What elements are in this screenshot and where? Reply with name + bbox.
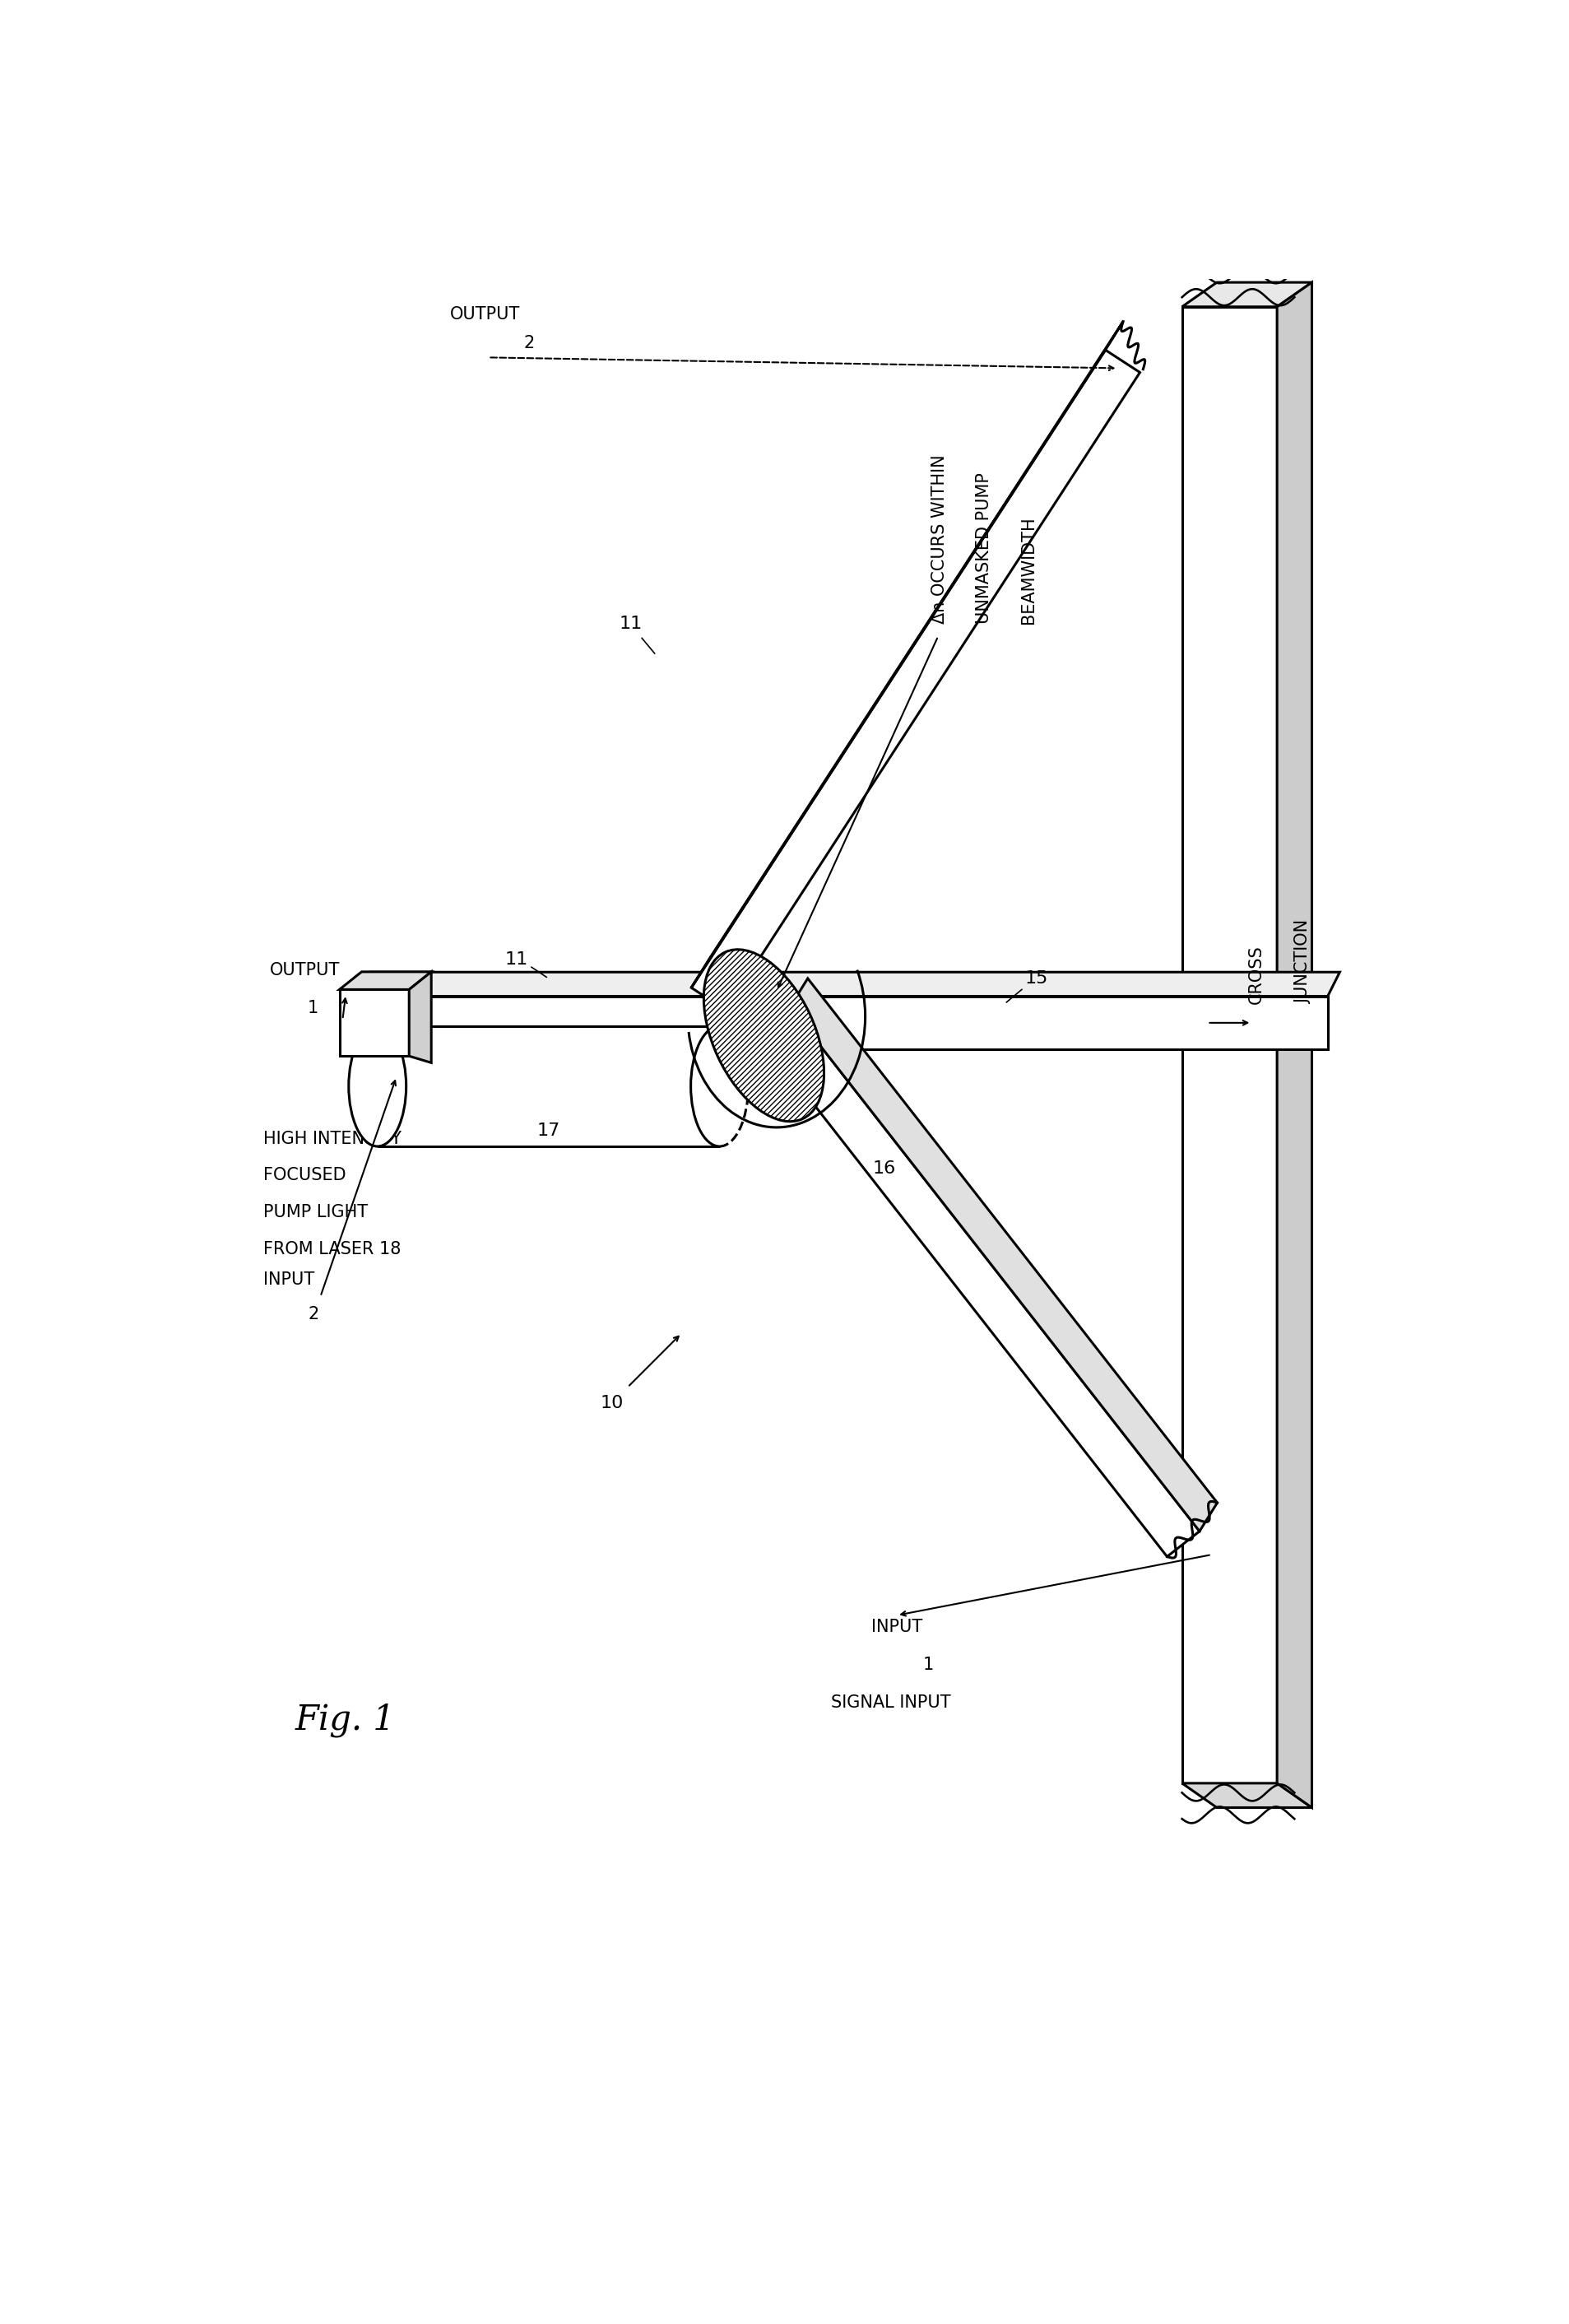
Polygon shape (339, 990, 410, 1055)
Ellipse shape (348, 1025, 406, 1146)
Text: 1: 1 (923, 1657, 934, 1673)
Text: Δn OCCURS WITHIN: Δn OCCURS WITHIN (930, 456, 948, 623)
Polygon shape (758, 1006, 1200, 1557)
Text: 11: 11 (620, 616, 642, 632)
Polygon shape (358, 971, 1340, 997)
Text: 16: 16 (872, 1160, 896, 1176)
Text: 17: 17 (537, 1122, 560, 1139)
Text: OUTPUT: OUTPUT (270, 962, 340, 978)
Text: INPUT: INPUT (871, 1618, 923, 1634)
Polygon shape (410, 971, 431, 1062)
Ellipse shape (704, 951, 824, 1122)
Text: 11: 11 (505, 951, 529, 967)
Polygon shape (1181, 307, 1277, 1783)
Polygon shape (378, 1025, 720, 1146)
Polygon shape (1181, 1783, 1312, 1808)
Text: 15: 15 (1025, 969, 1048, 988)
Polygon shape (1277, 281, 1312, 1808)
Polygon shape (791, 978, 1218, 1532)
Text: CROSS: CROSS (1247, 946, 1265, 1004)
Text: 10: 10 (601, 1394, 623, 1411)
Text: SIGNAL INPUT: SIGNAL INPUT (830, 1694, 951, 1710)
Polygon shape (358, 997, 1327, 1050)
Text: HIGH INTENSITY: HIGH INTENSITY (264, 1129, 402, 1148)
Text: FROM LASER 18: FROM LASER 18 (264, 1241, 402, 1257)
Polygon shape (339, 971, 431, 990)
Text: OUTPUT: OUTPUT (450, 307, 521, 323)
Polygon shape (692, 321, 1123, 988)
Text: 1: 1 (308, 999, 319, 1016)
Text: JUNCTION: JUNCTION (1296, 920, 1312, 1004)
Text: 2: 2 (308, 1306, 319, 1322)
Text: PUMP LIGHT: PUMP LIGHT (264, 1204, 369, 1220)
Text: 2: 2 (524, 335, 535, 351)
Polygon shape (692, 351, 1141, 1011)
Polygon shape (1181, 281, 1312, 307)
Text: Fig. 1: Fig. 1 (295, 1703, 395, 1736)
Text: INPUT: INPUT (264, 1271, 315, 1287)
Text: FOCUSED: FOCUSED (264, 1167, 347, 1183)
Text: UNMASKED PUMP: UNMASKED PUMP (976, 472, 992, 623)
Text: BEAMWIDTH: BEAMWIDTH (1020, 516, 1036, 623)
